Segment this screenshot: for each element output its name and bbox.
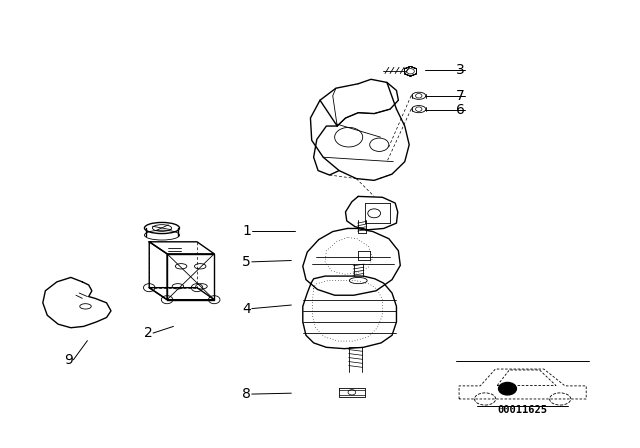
Text: 4: 4 — [243, 302, 251, 315]
Text: 00011625: 00011625 — [498, 405, 548, 415]
Text: 9: 9 — [64, 353, 73, 367]
Text: 7: 7 — [456, 89, 465, 103]
Text: 8: 8 — [243, 387, 251, 401]
Text: 1: 1 — [243, 224, 251, 238]
Circle shape — [499, 383, 516, 395]
Text: 6: 6 — [456, 103, 465, 117]
Text: 3: 3 — [456, 64, 465, 78]
Text: 5: 5 — [243, 255, 251, 269]
Text: 2: 2 — [143, 326, 152, 340]
